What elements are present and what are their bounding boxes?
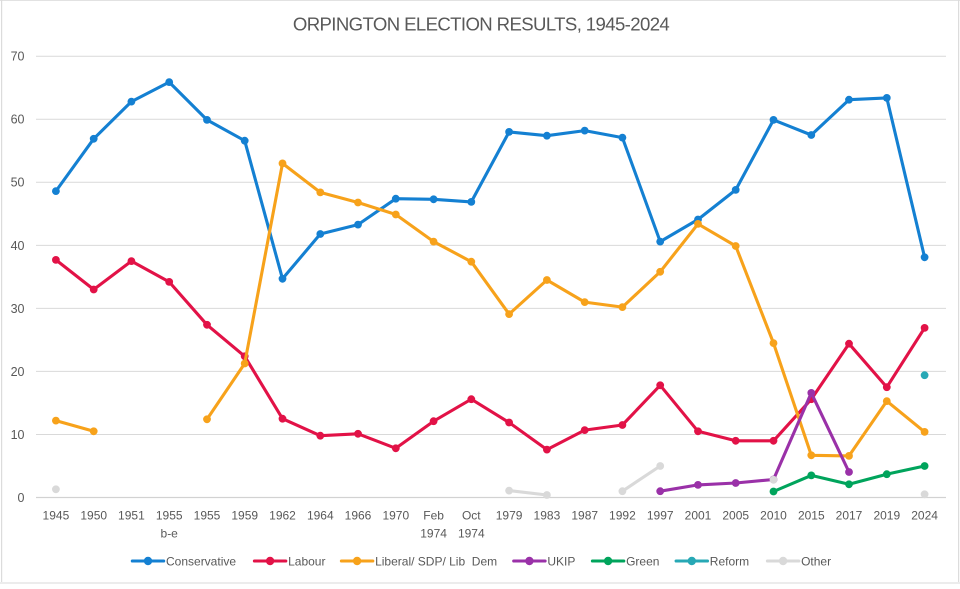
svg-text:1974: 1974 [458, 526, 485, 540]
svg-text:30: 30 [11, 302, 25, 316]
svg-text:1997: 1997 [647, 509, 674, 523]
svg-text:1970: 1970 [382, 509, 409, 523]
svg-text:20: 20 [11, 365, 25, 379]
svg-text:2019: 2019 [873, 509, 900, 523]
svg-text:10: 10 [11, 428, 25, 442]
svg-text:Liberal/ SDP/ Lib Dem: Liberal/ SDP/ Lib Dem [375, 554, 497, 568]
svg-text:Green: Green [626, 554, 659, 568]
svg-text:Other: Other [801, 554, 831, 568]
svg-text:ORPINGTON ELECTION RESULTS, 19: ORPINGTON ELECTION RESULTS, 1945-2024 [293, 13, 670, 34]
svg-text:60: 60 [11, 113, 25, 127]
svg-text:1950: 1950 [80, 509, 107, 523]
svg-text:UKIP: UKIP [547, 554, 575, 568]
svg-text:Labour: Labour [288, 554, 325, 568]
svg-text:40: 40 [11, 239, 25, 253]
svg-text:1987: 1987 [571, 509, 598, 523]
svg-text:1955: 1955 [194, 509, 221, 523]
svg-text:1966: 1966 [345, 509, 372, 523]
svg-text:2005: 2005 [722, 509, 749, 523]
svg-text:b-e: b-e [161, 526, 179, 540]
svg-text:1959: 1959 [231, 509, 258, 523]
svg-text:Oct: Oct [462, 509, 481, 523]
svg-text:50: 50 [11, 176, 25, 190]
svg-text:0: 0 [18, 491, 25, 505]
svg-text:2010: 2010 [760, 509, 787, 523]
svg-text:70: 70 [11, 50, 25, 64]
svg-text:1951: 1951 [118, 509, 145, 523]
svg-text:1983: 1983 [534, 509, 561, 523]
svg-text:1962: 1962 [269, 509, 296, 523]
svg-text:1992: 1992 [609, 509, 636, 523]
svg-text:1979: 1979 [496, 509, 523, 523]
svg-text:2017: 2017 [836, 509, 863, 523]
svg-text:1945: 1945 [43, 509, 70, 523]
svg-text:2001: 2001 [685, 509, 712, 523]
svg-text:2015: 2015 [798, 509, 825, 523]
svg-text:1964: 1964 [307, 509, 334, 523]
svg-text:Feb: Feb [423, 509, 444, 523]
svg-text:Reform: Reform [710, 554, 749, 568]
svg-text:1974: 1974 [420, 526, 447, 540]
svg-text:2024: 2024 [911, 509, 938, 523]
svg-text:1955: 1955 [156, 509, 183, 523]
svg-text:Conservative: Conservative [166, 554, 236, 568]
